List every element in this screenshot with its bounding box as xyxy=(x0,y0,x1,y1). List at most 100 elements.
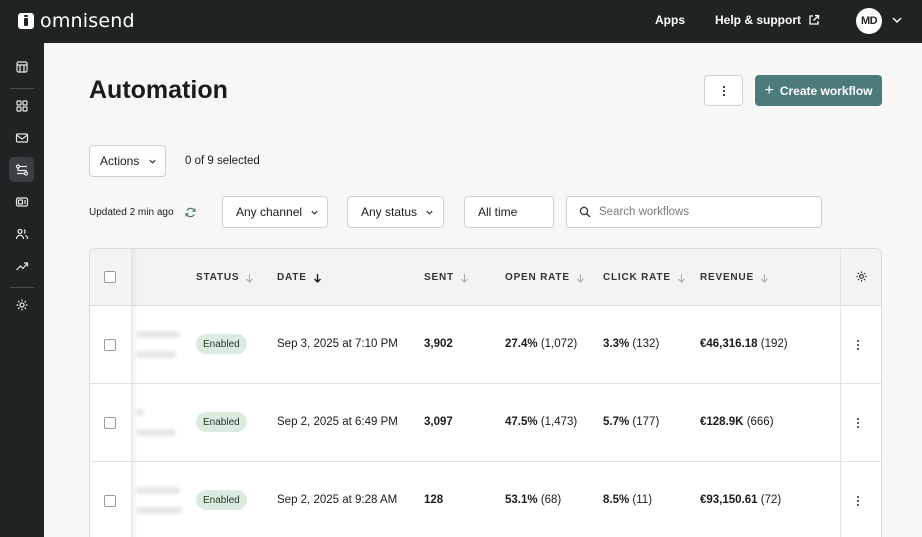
chevron-down-icon xyxy=(149,159,156,164)
chevron-down-icon xyxy=(311,210,318,215)
sort-arrow-icon xyxy=(576,273,584,283)
status-filter-label: Any status xyxy=(361,205,418,219)
row-menu-icon[interactable] xyxy=(856,338,860,352)
click-rate-value: 5.7% xyxy=(603,416,630,428)
sidebar-divider xyxy=(10,88,34,89)
row-checkbox[interactable] xyxy=(104,495,116,507)
open-count: (68) xyxy=(540,494,562,506)
help-support-label: Help & support xyxy=(715,13,801,27)
column-header-revenue[interactable]: REVENUE xyxy=(700,272,769,283)
blurred-workflow-meta xyxy=(136,429,176,436)
more-options-button[interactable] xyxy=(704,75,743,106)
sort-arrow-icon xyxy=(761,273,768,283)
help-support-link[interactable]: Help & support xyxy=(715,13,820,27)
sort-arrow-icon xyxy=(460,273,468,283)
open-rate-value: 53.1% xyxy=(505,494,538,506)
logo-text: omnisend xyxy=(40,10,135,32)
sidebar xyxy=(0,43,44,537)
actions-dropdown[interactable]: Actions xyxy=(89,145,166,177)
row-checkbox[interactable] xyxy=(104,417,116,429)
column-header-date[interactable]: DATE xyxy=(277,272,322,283)
omnisend-logo[interactable]: omnisend xyxy=(18,10,135,32)
click-count: (11) xyxy=(632,494,653,506)
column-header-sent[interactable]: SENT xyxy=(424,272,469,283)
apps-link[interactable]: Apps xyxy=(655,13,685,27)
revenue-value: €93,150.61 xyxy=(700,494,758,506)
open-rate-cell: 53.1% (68) xyxy=(505,494,561,506)
sort-arrow-active-icon xyxy=(313,273,321,283)
reports-trend-icon[interactable] xyxy=(9,253,34,278)
click-rate-cell: 3.3% (132) xyxy=(603,338,659,350)
open-rate-cell: 27.4% (1,072) xyxy=(505,338,577,350)
table-row[interactable]: Enabled Sep 3, 2025 at 7:10 PM 3,902 27.… xyxy=(90,306,881,384)
column-header-open-rate[interactable]: OPEN RATE xyxy=(505,272,585,283)
channel-filter-label: Any channel xyxy=(236,205,303,219)
plus-icon: + xyxy=(764,81,774,99)
forms-icon[interactable] xyxy=(9,189,34,214)
open-rate-value: 27.4% xyxy=(505,338,538,350)
sort-arrow-icon xyxy=(677,273,685,283)
storefront-icon[interactable] xyxy=(9,54,34,79)
open-rate-header-label: OPEN RATE xyxy=(505,272,570,283)
chevron-down-icon[interactable] xyxy=(891,14,903,26)
sort-arrow-icon xyxy=(246,273,254,283)
channel-filter[interactable]: Any channel xyxy=(222,196,328,228)
column-header-click-rate[interactable]: CLICK RATE xyxy=(603,272,686,283)
open-count: (1,072) xyxy=(540,338,578,350)
revenue-count: (72) xyxy=(760,494,782,506)
sent-cell: 3,097 xyxy=(424,416,453,428)
click-count: (132) xyxy=(632,338,660,350)
open-count: (1,473) xyxy=(540,416,578,428)
click-rate-value: 8.5% xyxy=(603,494,630,506)
dashboard-grid-icon[interactable] xyxy=(9,93,34,118)
actions-label: Actions xyxy=(100,154,140,168)
click-rate-value: 3.3% xyxy=(603,338,630,350)
revenue-cell: €128.9K (666) xyxy=(700,416,774,428)
revenue-count: (192) xyxy=(760,338,788,350)
blurred-workflow-name xyxy=(136,331,180,338)
sticky-column-shadow xyxy=(132,249,138,537)
click-rate-cell: 8.5% (11) xyxy=(603,494,652,506)
status-badge: Enabled xyxy=(196,490,247,510)
date-cell: Sep 2, 2025 at 9:28 AM xyxy=(277,494,398,506)
revenue-count: (666) xyxy=(746,416,774,428)
search-input[interactable] xyxy=(599,206,809,218)
revenue-cell: €93,150.61 (72) xyxy=(700,494,781,506)
automation-icon[interactable] xyxy=(9,157,34,182)
row-menu-icon[interactable] xyxy=(856,494,860,508)
avatar-initials: MD xyxy=(860,15,878,27)
updated-text: Updated 2 min ago xyxy=(89,207,174,218)
revenue-value: €46,316.18 xyxy=(700,338,758,350)
row-menu-icon[interactable] xyxy=(856,416,860,430)
page-title: Automation xyxy=(89,76,228,104)
row-checkbox[interactable] xyxy=(104,339,116,351)
status-filter[interactable]: Any status xyxy=(347,196,444,228)
sticky-actions-column xyxy=(840,249,881,537)
main-content: Automation + Create workflow Actions 0 o… xyxy=(44,43,922,537)
mail-icon[interactable] xyxy=(9,125,34,150)
search-box[interactable] xyxy=(566,196,822,228)
blurred-workflow-name xyxy=(136,409,144,416)
user-avatar[interactable]: MD xyxy=(856,8,882,34)
create-workflow-button[interactable]: + Create workflow xyxy=(755,75,882,106)
table-row[interactable]: Enabled Sep 2, 2025 at 6:49 PM 3,097 47.… xyxy=(90,384,881,462)
date-cell: Sep 2, 2025 at 6:49 PM xyxy=(277,416,398,428)
audience-icon[interactable] xyxy=(9,221,34,246)
open-rate-value: 47.5% xyxy=(505,416,538,428)
external-link-icon xyxy=(809,14,820,25)
column-header-status[interactable]: STATUS xyxy=(196,272,254,283)
sticky-select-column xyxy=(90,249,132,537)
search-icon xyxy=(579,206,591,218)
column-settings-gear-icon[interactable] xyxy=(855,270,868,283)
settings-gear-icon[interactable] xyxy=(9,292,34,317)
open-rate-cell: 47.5% (1,473) xyxy=(505,416,577,428)
time-filter[interactable]: All time xyxy=(464,196,554,228)
select-all-checkbox[interactable] xyxy=(104,271,116,283)
create-workflow-label: Create workflow xyxy=(779,83,873,98)
table-row[interactable]: Enabled Sep 2, 2025 at 9:28 AM 128 53.1%… xyxy=(90,462,881,537)
sidebar-divider xyxy=(10,287,34,288)
refresh-icon[interactable] xyxy=(184,206,197,219)
table-header: STATUS DATE SENT OPEN RATE CLICK RATE RE… xyxy=(90,249,881,306)
status-header-label: STATUS xyxy=(196,272,240,283)
status-badge: Enabled xyxy=(196,412,247,432)
